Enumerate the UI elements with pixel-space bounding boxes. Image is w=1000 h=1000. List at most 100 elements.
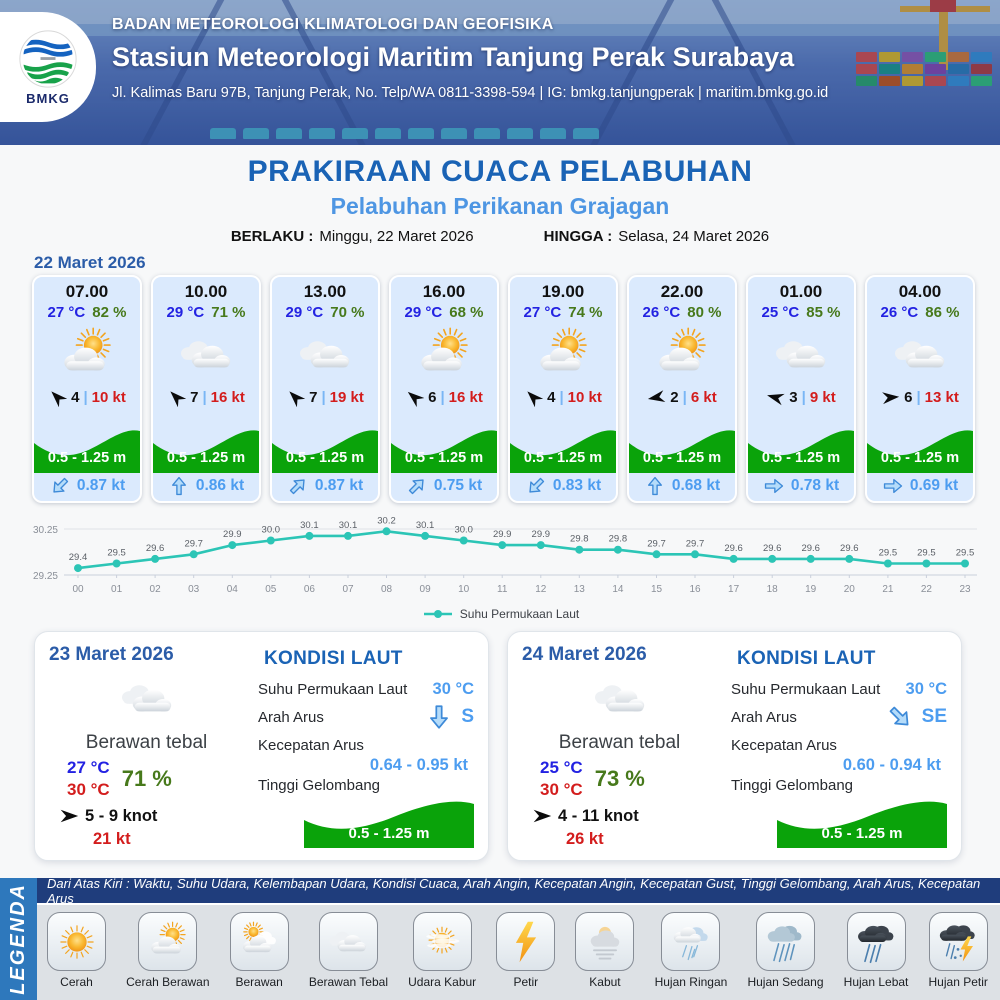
svg-text:03: 03 <box>188 584 200 595</box>
current-speed: 0.87 kt <box>34 474 140 498</box>
current-speed: 0.75 kt <box>391 474 497 498</box>
svg-text:29.5: 29.5 <box>956 548 975 559</box>
card-wind: 4 | 10 kt <box>524 388 602 407</box>
svg-text:29.5: 29.5 <box>879 548 898 559</box>
wave-height: 0.5 - 1.25 m <box>391 417 497 473</box>
current-direction-icon <box>289 479 305 495</box>
current-speed-label: Kecepatan Arus <box>731 737 837 754</box>
card-temp-humidity: 29 °C 71 % <box>167 304 246 321</box>
wind-direction-icon <box>60 809 79 823</box>
current-speed-value: 0.75 kt <box>433 477 483 494</box>
chart-legend: Suhu Permukaan Laut <box>20 607 982 621</box>
separator: | <box>916 389 921 406</box>
svg-text:29.7: 29.7 <box>686 538 705 549</box>
day-condition: Berawan tebal <box>558 732 681 753</box>
current-direction-icon <box>883 478 902 494</box>
day-condition: Berawan tebal <box>85 732 208 753</box>
legend-item: Cerah <box>47 912 106 989</box>
day-humidity: 71 % <box>121 766 172 791</box>
card-time: 04.00 <box>898 282 942 301</box>
card-time: 13.00 <box>303 282 347 301</box>
current-direction-icon <box>529 477 545 493</box>
legend-item: Kabut <box>575 912 635 989</box>
legend-icon-box <box>755 912 815 971</box>
weather-icon-berawan-tebal <box>99 668 195 730</box>
wind-speed: 4 <box>547 389 556 406</box>
card-temp-humidity: 27 °C 82 % <box>48 304 127 321</box>
legend-item: Berawan Tebal <box>309 912 388 989</box>
wind-speed: 4 <box>71 389 80 406</box>
svg-text:30.0: 30.0 <box>454 525 473 536</box>
hourly-forecast-card: 19.00 27 °C 74 % 4 | 10 kt 0.5 - 1.25 m … <box>508 275 618 503</box>
hourly-forecast-card: 04.00 26 °C 86 % 6 | 13 kt 0.5 - 1.25 m … <box>865 275 975 503</box>
kabut-icon <box>590 926 620 959</box>
svg-text:30.25: 30.25 <box>33 525 58 536</box>
svg-text:29.4: 29.4 <box>69 552 88 563</box>
wind-direction-icon <box>527 391 544 407</box>
cerah-icon <box>59 924 94 959</box>
crane-illustration <box>930 0 956 12</box>
svg-text:29.9: 29.9 <box>532 529 551 540</box>
hujan-sedang-icon <box>768 925 802 962</box>
card-temperature: 27 °C <box>47 304 86 321</box>
card-wind: 6 | 13 kt <box>881 388 959 407</box>
legend-icon-box <box>496 912 556 971</box>
hourly-forecast-card: 01.00 25 °C 85 % 3 | 9 kt 0.5 - 1.25 m 0… <box>746 275 856 503</box>
svg-text:01: 01 <box>111 584 123 595</box>
wave-height-value: 0.5 - 1.25 m <box>166 450 246 466</box>
wave-height: 0.5 - 1.25 m <box>272 417 378 473</box>
hourly-cards-row: 07.00 27 °C 82 % 4 | 10 kt 0.5 - 1.25 m … <box>32 275 985 503</box>
cerah-berawan-icon <box>151 921 186 953</box>
wind-direction-icon <box>51 391 68 407</box>
legend-marker-icon <box>423 610 452 618</box>
day-humidity: 73 % <box>594 766 645 791</box>
separator: | <box>801 389 806 406</box>
weather-icon-cerah-berawan <box>404 324 484 386</box>
svg-text:14: 14 <box>612 584 624 595</box>
page-subtitle: Pelabuhan Perikanan Grajagan <box>330 193 670 219</box>
wind-direction-icon <box>533 809 552 823</box>
card-humidity: 82 % <box>92 304 127 321</box>
svg-text:13: 13 <box>574 584 586 595</box>
current-speed-value: 0.68 kt <box>671 477 721 494</box>
wind-direction-icon <box>767 393 785 406</box>
svg-text:04: 04 <box>227 584 239 595</box>
wave-height-value: 0.5 - 1.25 m <box>304 792 474 848</box>
svg-text:29.6: 29.6 <box>801 543 820 554</box>
wave-height: 0.5 - 1.25 m <box>629 417 735 473</box>
current-speed: 0.83 kt <box>510 474 616 498</box>
card-time: 22.00 <box>660 282 704 301</box>
gust-speed: 16 kt <box>210 389 245 406</box>
legend-label: Udara Kabur <box>408 975 477 989</box>
svg-text:10: 10 <box>458 584 470 595</box>
sea-conditions-panel: KONDISI LAUT Suhu Permukaan Laut 30 °C A… <box>717 644 947 848</box>
current-speed-value: 0.83 kt <box>552 477 602 494</box>
card-temp-humidity: 29 °C 70 % <box>286 304 365 321</box>
wave-height: 0.5 - 1.25 m <box>34 417 140 473</box>
gust-speed: 9 kt <box>809 389 836 406</box>
svg-text:18: 18 <box>767 584 779 595</box>
svg-text:29.6: 29.6 <box>724 543 743 554</box>
svg-text:30.0: 30.0 <box>262 525 281 536</box>
current-speed-value: 0.86 kt <box>195 477 245 494</box>
wind-speed: 3 <box>789 389 798 406</box>
svg-text:16: 16 <box>689 584 701 595</box>
current-speed-label: Kecepatan Arus <box>258 737 364 754</box>
current-speed: 0.69 kt <box>867 474 973 498</box>
hourly-forecast-card: 22.00 26 °C 80 % 2 | 6 kt 0.5 - 1.25 m 0… <box>627 275 737 503</box>
day-card-23-maret: 23 Maret 2026 Berawan tebal 27 °C 30 °C … <box>34 631 489 861</box>
svg-text:21: 21 <box>882 584 894 595</box>
sst-label: Suhu Permukaan Laut <box>258 681 408 698</box>
card-temp-humidity: 27 °C 74 % <box>524 304 603 321</box>
card-humidity: 85 % <box>806 304 841 321</box>
wind-speed: 6 <box>428 389 437 406</box>
svg-text:00: 00 <box>72 584 84 595</box>
current-direction-value: SE <box>921 706 947 727</box>
current-direction-label: Arah Arus <box>731 708 797 726</box>
sst-chart-section: 30.25 29.25 29.4 00 29.5 01 29.6 02 29.7 03 29.9 04… <box>20 513 982 621</box>
current-speed: 0.68 kt <box>629 474 735 498</box>
card-time: 19.00 <box>541 282 585 301</box>
gust-speed: 19 kt <box>329 389 364 406</box>
sea-conditions-heading: KONDISI LAUT <box>264 648 403 669</box>
wind-speed: 7 <box>309 389 318 406</box>
